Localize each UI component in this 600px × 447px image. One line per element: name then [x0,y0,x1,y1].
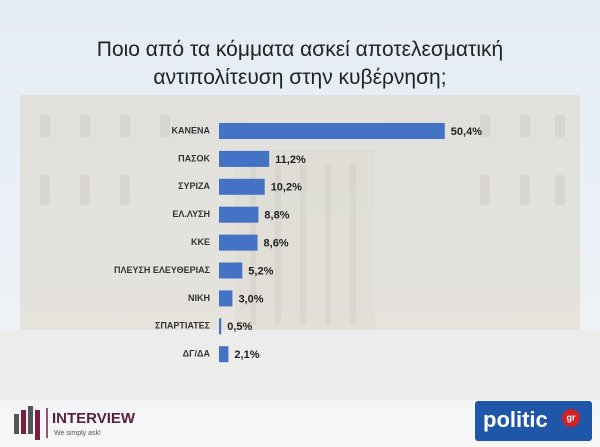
value-label: 8,6% [264,238,289,250]
logo-bar [28,406,33,434]
right-logo: politic gr [475,401,592,441]
bar [219,150,270,167]
category-label: ΕΛ.ΛΥΣΗ [172,209,210,219]
bar [219,234,258,251]
value-label: 3,0% [238,293,263,305]
bar [219,178,265,195]
category-label: ΝΙΚΗ [188,293,210,303]
value-label: 11,2% [275,154,306,166]
logo-bar [14,414,19,434]
chart-title: Ποιο από τα κόμματα ασκεί αποτελεσματική… [96,38,504,89]
left-logo: INTERVIEW We simply ask! [14,406,136,440]
logo-circle [562,409,580,427]
value-label: 50,4% [451,126,482,138]
logo-bar [21,410,26,434]
category-label: ΣΥΡΙΖΑ [178,181,210,191]
logo-bar [35,410,40,440]
category-label: ΠΑΣΟΚ [178,153,210,163]
logo-box [475,401,592,441]
category-label: ΠΛΕΥΣΗ ΕΛΕΥΘΕΡΙΑΣ [114,265,211,275]
logo-text: INTERVIEW [52,410,136,427]
bar [219,262,243,279]
logo-text: politic [483,407,548,432]
bar [219,346,229,363]
value-label: 2,1% [234,349,259,361]
category-label: ΔΓ/ΔΑ [183,349,211,359]
value-label: 8,8% [264,210,289,222]
bar [219,318,222,335]
bar [219,290,233,307]
value-label: 5,2% [248,265,273,277]
building [0,95,600,400]
logo-suffix: gr [567,412,576,422]
category-label: ΚΑΝΕΝΑ [171,125,210,135]
value-label: 0,5% [227,321,252,333]
bar [219,206,259,223]
bar [219,123,445,139]
category-label: ΣΠΑΡΤΙΑΤΕΣ [155,321,211,331]
value-label: 10,2% [271,182,302,194]
logo-tagline: We simply ask! [54,430,101,437]
category-label: ΚΚΕ [191,237,210,247]
